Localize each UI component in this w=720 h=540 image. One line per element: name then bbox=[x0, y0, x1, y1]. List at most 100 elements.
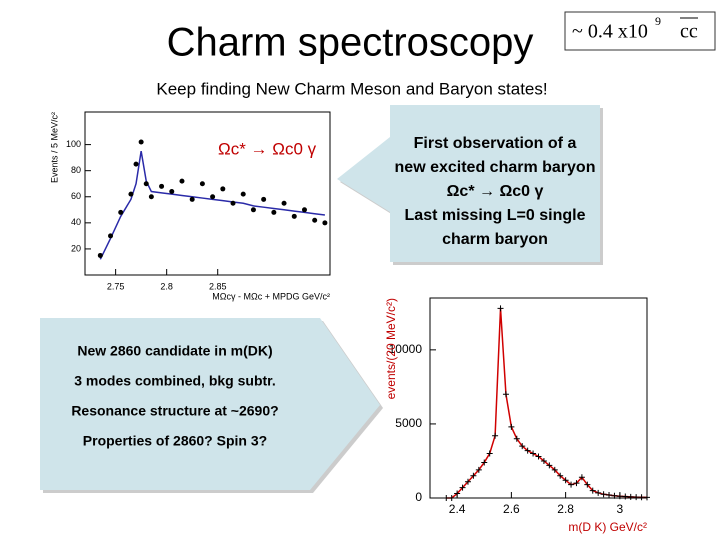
y-tick-label: 10000 bbox=[389, 342, 423, 356]
data-point bbox=[497, 305, 504, 312]
data-point bbox=[133, 161, 139, 167]
data-point bbox=[616, 493, 623, 500]
data-point bbox=[312, 217, 318, 223]
data-point bbox=[169, 189, 175, 195]
data-point bbox=[508, 423, 515, 430]
data-point bbox=[562, 477, 569, 484]
callout-right bbox=[337, 105, 600, 262]
y-tick-label: 60 bbox=[71, 191, 81, 201]
data-point bbox=[443, 495, 450, 501]
data-point bbox=[240, 191, 246, 197]
plot-frame bbox=[429, 297, 648, 499]
x-axis-label: MΩcγ - MΩc + MPDG GeV/c² bbox=[212, 291, 330, 301]
plot-frame bbox=[84, 111, 331, 276]
data-point bbox=[97, 252, 103, 258]
count-particle: cc bbox=[680, 21, 698, 43]
callout-line: Properties of 2860? Spin 3? bbox=[83, 433, 267, 449]
data-point bbox=[108, 233, 114, 239]
data-point bbox=[250, 207, 256, 213]
data-point bbox=[454, 490, 461, 497]
data-point bbox=[448, 495, 455, 501]
data-point bbox=[584, 481, 591, 488]
callout-right-text: First observation of a new excited charm … bbox=[395, 135, 596, 248]
y-tick-label: 80 bbox=[71, 165, 81, 175]
callout-left-text: New 2860 candidate in m(DK) 3 modes combi… bbox=[71, 343, 278, 449]
data-point bbox=[568, 481, 575, 488]
data-point bbox=[546, 462, 553, 469]
x-tick-label: 2.6 bbox=[503, 502, 520, 516]
data-point bbox=[128, 191, 134, 197]
data-point bbox=[301, 207, 307, 213]
callout-line: First observation of a bbox=[414, 135, 577, 152]
data-point bbox=[519, 443, 526, 450]
data-point bbox=[530, 450, 537, 457]
x-tick-label: 2.4 bbox=[449, 502, 466, 516]
callout-line: New 2860 candidate in m(DK) bbox=[77, 343, 272, 359]
y-tick-label: 20 bbox=[71, 243, 81, 253]
data-point bbox=[535, 453, 542, 460]
data-point bbox=[220, 186, 226, 192]
data-point bbox=[627, 493, 634, 500]
x-tick-label: 2.85 bbox=[209, 281, 227, 291]
data-point bbox=[464, 478, 471, 485]
callout-line: Resonance structure at ~2690? bbox=[71, 403, 278, 419]
data-point bbox=[189, 196, 195, 202]
callout-left bbox=[40, 318, 380, 490]
data-point bbox=[611, 492, 618, 499]
data-point bbox=[291, 213, 297, 219]
callout-line: Last missing L=0 single bbox=[405, 207, 586, 224]
data-point bbox=[199, 181, 205, 187]
y-tick-label: 0 bbox=[415, 490, 422, 504]
data-point bbox=[322, 220, 328, 226]
data-point bbox=[578, 474, 585, 481]
callout-line: Ωc* → Ωc0 γ bbox=[447, 183, 544, 200]
data-point bbox=[540, 457, 547, 464]
data-point bbox=[524, 447, 531, 454]
data-point bbox=[502, 391, 509, 398]
data-point bbox=[281, 200, 287, 206]
data-point bbox=[475, 466, 482, 473]
count-text: ~ 0.4 x10 bbox=[572, 21, 648, 43]
count-exponent: 9 bbox=[655, 14, 661, 28]
callout-line: charm baryon bbox=[442, 231, 548, 248]
data-point bbox=[261, 196, 267, 202]
data-point bbox=[600, 491, 607, 498]
data-point bbox=[606, 492, 613, 499]
data-point bbox=[644, 494, 650, 501]
title: Charm spectroscopy bbox=[167, 21, 534, 65]
y-tick-label: 5000 bbox=[395, 416, 422, 430]
plots: 2.75 2.8 2.85 20 40 60 80 100 MΩcγ - MΩc + MPDG … bbox=[49, 111, 650, 534]
data-point bbox=[622, 493, 629, 500]
data-point bbox=[159, 183, 165, 189]
y-axis-label: Events / 5 MeV/c² bbox=[49, 112, 59, 183]
data-point bbox=[573, 480, 580, 487]
annotation: Ωc* → Ωc0 γ bbox=[218, 139, 317, 158]
data-point bbox=[481, 459, 488, 466]
data-point bbox=[230, 200, 236, 206]
y-axis-label: events/(20 MeV/c²) bbox=[384, 298, 398, 399]
data-point bbox=[638, 494, 645, 501]
callout-line: 3 modes combined, bkg subtr. bbox=[74, 373, 275, 389]
x-axis-label: m(D K) GeV/c² bbox=[568, 520, 647, 534]
x-tick-label: 3 bbox=[617, 502, 624, 516]
fit-curve bbox=[99, 150, 325, 260]
data-point bbox=[148, 194, 154, 200]
y-tick-label: 40 bbox=[71, 217, 81, 227]
data-point bbox=[271, 209, 277, 215]
data-point bbox=[589, 487, 596, 494]
data-point bbox=[551, 466, 558, 473]
callout-line: new excited charm baryon bbox=[395, 159, 596, 176]
x-tick-label: 2.8 bbox=[557, 502, 574, 516]
x-tick-label: 2.8 bbox=[160, 281, 173, 291]
data-point bbox=[557, 472, 564, 479]
data-point bbox=[118, 209, 124, 215]
data-point bbox=[210, 194, 216, 200]
data-point bbox=[492, 432, 499, 439]
data-point bbox=[138, 139, 144, 145]
data-point bbox=[486, 450, 493, 457]
x-tick-label: 2.75 bbox=[107, 281, 125, 291]
data-point bbox=[143, 181, 149, 187]
data-point bbox=[179, 178, 185, 184]
data-point bbox=[513, 435, 520, 442]
data-point bbox=[470, 472, 477, 479]
